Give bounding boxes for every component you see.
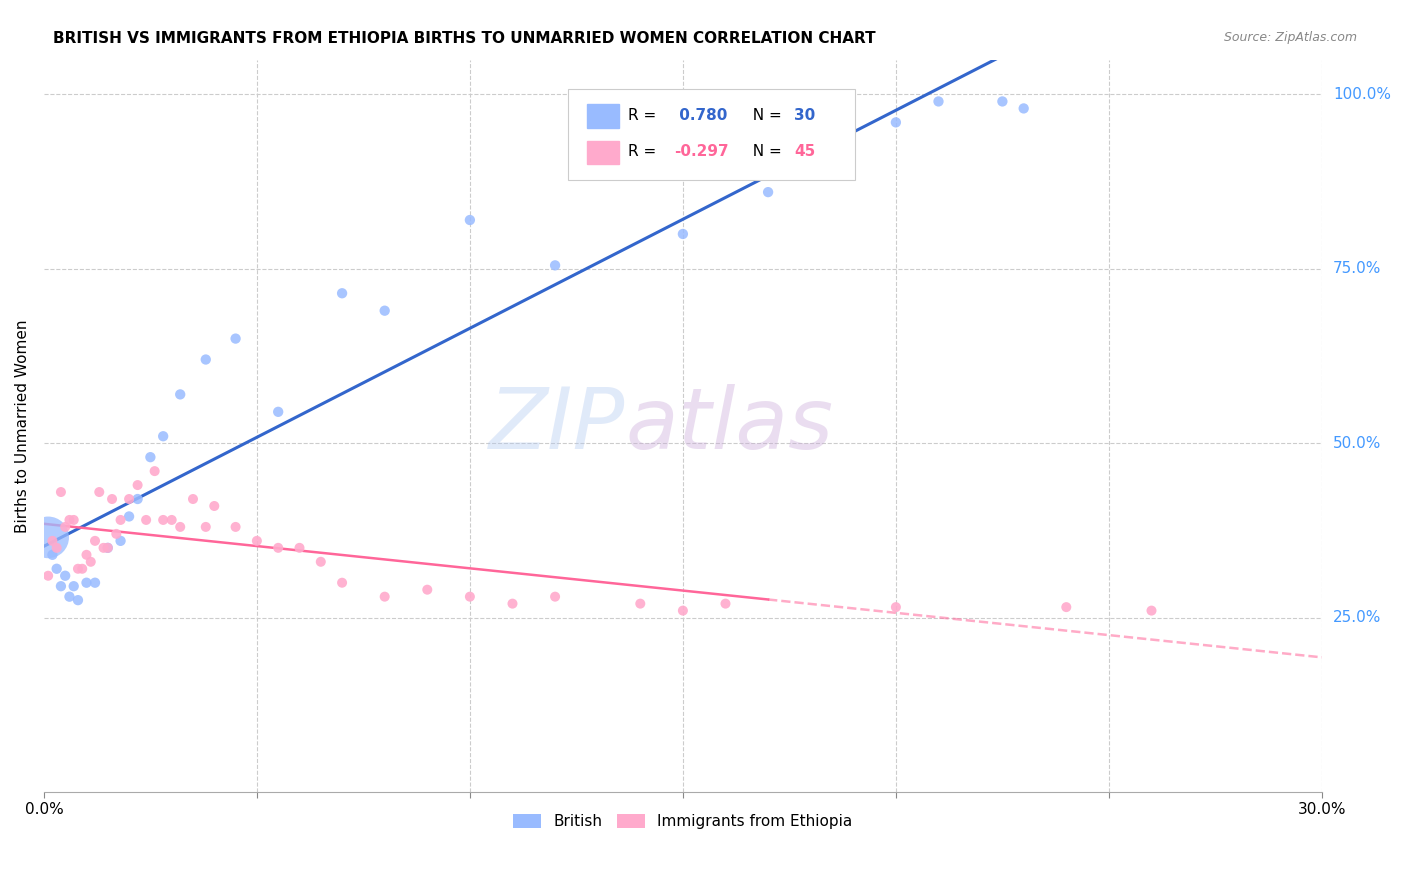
Point [143,464,166,478]
Point [714,597,737,611]
Y-axis label: Births to Unmarried Women: Births to Unmarried Women [15,319,30,533]
Text: N =: N = [742,108,786,123]
Text: 50.0%: 50.0% [1333,435,1381,450]
Point [70,562,93,576]
Point [628,597,651,611]
Legend: British, Immigrants from Ethiopia: British, Immigrants from Ethiopia [508,808,859,836]
Point [1140,604,1163,618]
Point [225,520,247,534]
Point [152,429,174,443]
Point [118,509,141,524]
Text: ZIP: ZIP [489,384,626,467]
Point [330,286,353,301]
Point [267,405,290,419]
Point [1012,102,1035,116]
Point [139,450,162,465]
Point [105,527,128,541]
Text: 30: 30 [794,108,815,123]
Bar [588,104,619,128]
FancyBboxPatch shape [568,89,855,180]
Text: 75.0%: 75.0% [1333,261,1381,277]
Point [53,568,76,582]
Point [135,513,157,527]
Bar [588,141,619,164]
Point [267,541,290,555]
Point [84,533,107,548]
Point [884,600,907,615]
Point [169,520,191,534]
Point [127,491,149,506]
Point [58,513,80,527]
Point [288,541,311,555]
Point [97,541,120,555]
Point [76,548,98,562]
Point [41,548,63,562]
Text: 0.780: 0.780 [673,108,727,123]
Text: -0.297: -0.297 [673,145,728,160]
Point [181,491,204,506]
Point [756,185,779,199]
Point [1054,600,1077,615]
Point [62,513,84,527]
Point [93,541,115,555]
Point [58,590,80,604]
Point [45,562,67,576]
Point [62,579,84,593]
Point [309,555,332,569]
Point [37,530,59,544]
Point [374,303,396,318]
Point [169,387,191,401]
Point [194,520,217,534]
Point [672,604,695,618]
Point [110,513,132,527]
Point [374,590,396,604]
Text: BRITISH VS IMMIGRANTS FROM ETHIOPIA BIRTHS TO UNMARRIED WOMEN CORRELATION CHART: BRITISH VS IMMIGRANTS FROM ETHIOPIA BIRT… [53,31,876,46]
Point [45,541,67,555]
Point [672,227,695,241]
Point [458,590,481,604]
Point [991,95,1014,109]
Point [41,533,63,548]
Point [127,478,149,492]
Point [225,332,247,346]
Point [101,491,124,506]
Point [76,575,98,590]
Text: 25.0%: 25.0% [1333,610,1381,625]
Text: N =: N = [742,145,786,160]
Text: R =: R = [628,145,661,160]
Point [502,597,524,611]
Point [202,499,225,513]
Point [66,593,89,607]
Point [118,491,141,506]
Point [458,213,481,227]
Text: 45: 45 [794,145,815,160]
Text: R =: R = [628,108,661,123]
Text: atlas: atlas [626,384,834,467]
Point [66,562,89,576]
Text: Source: ZipAtlas.com: Source: ZipAtlas.com [1223,31,1357,45]
Point [152,513,174,527]
Point [49,485,72,500]
Text: 100.0%: 100.0% [1333,87,1391,102]
Point [544,258,567,272]
Point [80,555,103,569]
Point [544,590,567,604]
Point [884,115,907,129]
Point [89,485,111,500]
Point [194,352,217,367]
Point [53,520,76,534]
Point [37,568,59,582]
Point [110,533,132,548]
Point [160,513,183,527]
Point [97,541,120,555]
Point [330,575,353,590]
Point [416,582,439,597]
Point [84,575,107,590]
Point [927,95,949,109]
Point [49,579,72,593]
Point [246,533,269,548]
